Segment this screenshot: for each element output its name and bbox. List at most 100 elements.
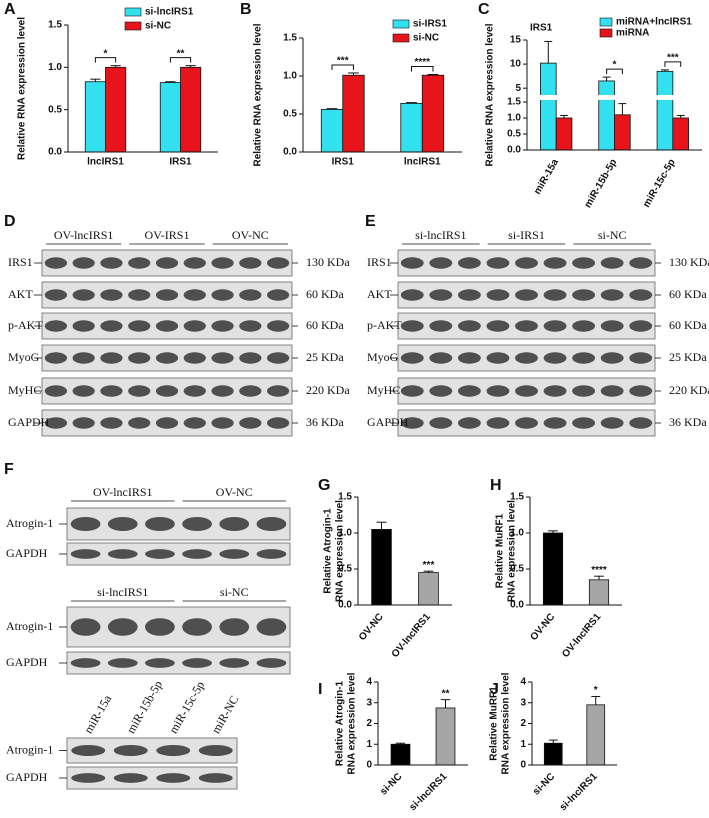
- size-label: 130 KDa: [669, 255, 709, 269]
- row-label: IRS1: [367, 255, 392, 269]
- x-tick-label: miR-15a: [532, 157, 561, 197]
- panel-letter: E: [365, 213, 376, 230]
- significance-bracket: [606, 68, 623, 75]
- blot-strip: [66, 507, 291, 541]
- significance-label: ***: [423, 560, 435, 571]
- bar: [672, 117, 689, 151]
- y-tick-label: 2: [366, 718, 372, 729]
- blot-band: [183, 257, 206, 269]
- significance-label: **: [442, 688, 450, 699]
- bar: [543, 742, 563, 766]
- y-tick-label: 0: [366, 760, 372, 771]
- legend-label: miRNA: [616, 28, 649, 39]
- size-label: 60 KDa: [306, 287, 344, 301]
- blot-band: [600, 289, 624, 301]
- blot-band: [600, 352, 624, 364]
- x-tick-label: si-NC: [378, 771, 404, 797]
- blot-band: [486, 417, 510, 429]
- y-tick-label: 0.5: [338, 564, 352, 575]
- x-tick-label: OV-NC: [529, 612, 558, 643]
- significance-label: *: [613, 60, 617, 71]
- group-label: si-NC: [598, 228, 627, 242]
- bar: [540, 62, 557, 151]
- blot-band: [486, 385, 510, 397]
- blot-band: [155, 320, 179, 332]
- size-label: 220 KDa: [669, 383, 709, 397]
- y-axis-label: Relative RNA expression level: [253, 23, 264, 166]
- bar: [435, 707, 456, 766]
- x-tick-label: IRS1: [169, 157, 192, 168]
- row-label: p-AKT: [367, 318, 402, 332]
- y-tick-label: 1.0: [48, 62, 62, 73]
- blot-band: [457, 385, 481, 397]
- blot-band: [239, 385, 262, 397]
- blot-band: [239, 320, 262, 332]
- axis-break: [522, 95, 705, 100]
- y-tick-label: 3: [366, 697, 372, 708]
- blot-band: [183, 417, 206, 429]
- blot-band: [457, 289, 481, 301]
- blot-band: [572, 385, 596, 397]
- blot-band: [44, 320, 67, 332]
- panel-letter: A: [4, 1, 16, 18]
- blot-band: [239, 352, 262, 364]
- blot-band: [572, 352, 596, 364]
- row-label: Atrogin-1: [6, 516, 53, 530]
- bar: [614, 114, 631, 151]
- row-label: GAPDH: [8, 415, 50, 429]
- blot-band: [72, 289, 95, 301]
- group-label: si-lncIRS1: [97, 585, 148, 599]
- y-tick-label: 1.5: [48, 20, 62, 31]
- blot-band: [400, 289, 424, 301]
- blot-band: [198, 773, 233, 783]
- blot-band: [183, 289, 206, 301]
- row-label: GAPDH: [6, 655, 48, 669]
- blot-band: [182, 516, 212, 532]
- y-tick-label: 0: [520, 760, 526, 771]
- blot-band: [239, 257, 262, 269]
- x-tick-label: IRS1: [332, 157, 355, 168]
- y-tick-label: 1.0: [507, 113, 521, 124]
- bar: [586, 704, 606, 766]
- blot-band: [267, 417, 290, 429]
- blot-band: [543, 320, 567, 332]
- blot-band: [107, 549, 138, 559]
- blot-band: [145, 618, 175, 636]
- blot-band: [457, 257, 481, 269]
- row-label: AKT: [367, 287, 392, 301]
- blot-band: [183, 385, 206, 397]
- blot-band: [145, 516, 175, 532]
- lane-label: miR-NC: [209, 693, 242, 736]
- blot-band: [239, 417, 262, 429]
- blot-band: [100, 320, 123, 332]
- blot-band: [267, 257, 290, 269]
- y-tick-label: 0.5: [283, 109, 297, 120]
- blot-band: [113, 745, 148, 756]
- blot-band: [515, 417, 538, 429]
- y-tick-label: 1: [520, 739, 526, 750]
- bar: [656, 70, 674, 151]
- blot-band: [486, 352, 510, 364]
- blot-band: [156, 745, 191, 756]
- bar: [342, 74, 365, 153]
- blot-band: [182, 549, 212, 559]
- significance-label: ****: [414, 57, 430, 68]
- blot-band: [256, 658, 287, 668]
- blot-band: [400, 385, 424, 397]
- blot-band: [267, 320, 290, 332]
- lane-label: miR-15c-5p: [166, 679, 207, 736]
- blot-band: [183, 320, 206, 332]
- bar: [421, 74, 445, 153]
- blot-band: [44, 289, 67, 301]
- bar: [555, 117, 573, 151]
- blot-band: [155, 385, 179, 397]
- y-tick-label: 1.0: [510, 528, 524, 539]
- blot-band: [429, 352, 453, 364]
- group-label: OV-NC: [232, 228, 269, 242]
- size-label: 25 KDa: [669, 350, 707, 364]
- blot-band: [543, 352, 567, 364]
- significance-label: **: [177, 48, 185, 59]
- y-axis-label: RNA expression level: [335, 500, 346, 602]
- blot-band: [600, 385, 624, 397]
- blot-band: [256, 618, 287, 636]
